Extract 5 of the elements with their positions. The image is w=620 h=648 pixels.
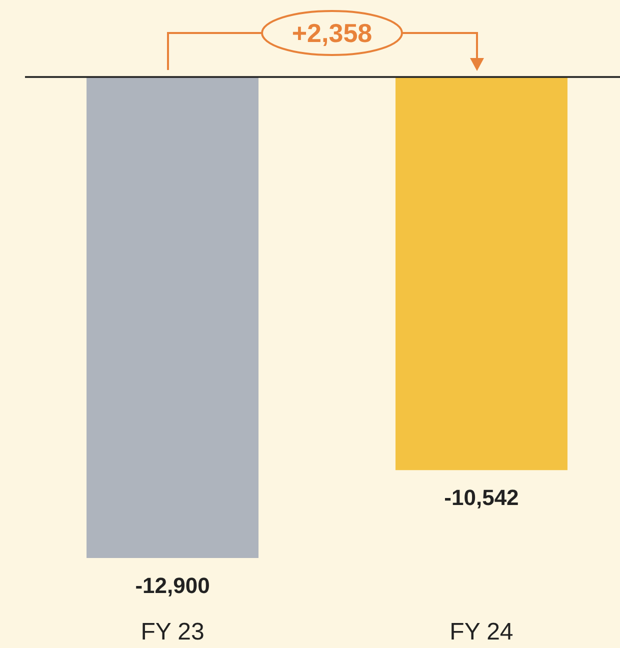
text: +2,358 — [292, 18, 372, 48]
data-label: -12,900 — [135, 573, 210, 598]
x-tick-label: FY 23 — [140, 618, 204, 646]
x-tick-label: FY 24 — [450, 618, 514, 646]
data-label: -10,542 — [444, 485, 519, 510]
